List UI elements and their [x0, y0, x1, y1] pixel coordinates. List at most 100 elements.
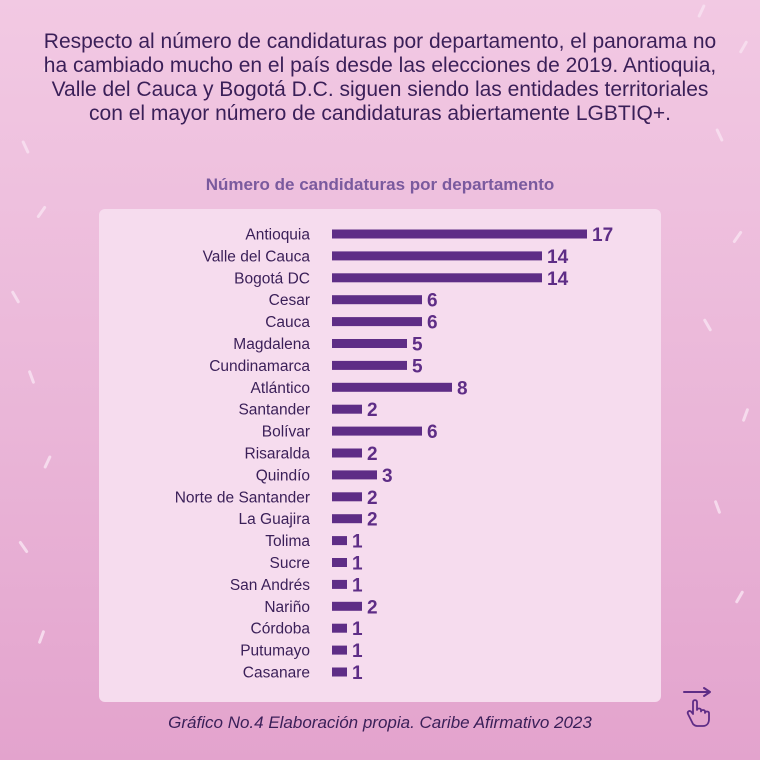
decorative-dash — [36, 205, 47, 219]
chart-title: Número de candidaturas por departamento — [205, 175, 555, 194]
bar — [332, 273, 542, 283]
bar-group: Quindío 3 — [256, 466, 393, 487]
bar-group: La Guajira 2 — [238, 510, 377, 531]
bar-group: Bogotá DC 14 — [234, 269, 568, 290]
value-label: 17 — [592, 225, 613, 246]
value-label: 1 — [352, 641, 363, 662]
category-label: Quindío — [256, 467, 310, 484]
intro-text: Respecto al número de candidaturas por d… — [43, 30, 717, 125]
decorative-dash — [734, 590, 745, 604]
bar — [332, 645, 347, 655]
decorative-dash — [732, 230, 743, 244]
hand-pointer-icon[interactable] — [680, 684, 716, 732]
figure-caption: Gráfico No.4 Elaboración propia. Caribe … — [168, 713, 592, 732]
value-label: 14 — [547, 247, 569, 268]
category-label: Sucre — [270, 555, 311, 572]
bar-group: Santander 2 — [238, 400, 377, 421]
value-label: 2 — [367, 488, 378, 509]
category-label: Cauca — [265, 314, 310, 331]
bar — [332, 382, 452, 392]
value-label: 1 — [352, 554, 363, 575]
decorative-dash — [18, 540, 29, 554]
value-label: 5 — [412, 335, 423, 356]
bar-group: Atlántico 8 — [251, 378, 468, 399]
bar — [332, 339, 407, 348]
category-label: Córdoba — [251, 621, 311, 638]
bar-chart: Antioquia 17 Valle del Cauca 14 Bogotá DC 14 C… — [175, 225, 613, 684]
bar-group: San Andrés 1 — [230, 575, 363, 596]
bar — [332, 514, 362, 524]
decorative-dash — [715, 128, 724, 142]
bar-group: Risaralda 2 — [245, 444, 378, 465]
bar — [332, 448, 362, 458]
bar-group: Casanare 1 — [243, 663, 363, 684]
category-label: Bolívar — [262, 424, 310, 441]
value-label: 6 — [427, 422, 438, 443]
bar — [332, 426, 422, 436]
bar — [332, 623, 347, 633]
bar — [332, 667, 347, 677]
category-label: Antioquia — [245, 227, 310, 244]
bar-group: Norte de Santander 2 — [175, 488, 378, 509]
decorative-dash — [738, 40, 749, 54]
chart-panel: Antioquia 17 Valle del Cauca 14 Bogotá DC 14 C… — [99, 209, 661, 702]
bar — [332, 317, 422, 327]
category-label: Risaralda — [245, 446, 311, 463]
decorative-dash — [741, 407, 750, 423]
decorative-dash — [10, 290, 21, 304]
decorative-dash — [702, 318, 713, 332]
value-label: 2 — [367, 400, 378, 421]
value-label: 1 — [352, 575, 363, 596]
category-label: Magdalena — [233, 336, 310, 353]
category-label: Santander — [238, 402, 310, 419]
bar-group: Valle del Cauca 14 — [203, 247, 569, 268]
bar-group: Putumayo 1 — [240, 641, 363, 662]
value-label: 8 — [457, 378, 468, 399]
category-label: Tolima — [265, 533, 310, 550]
category-label: Casanare — [243, 665, 310, 682]
category-label: Atlántico — [251, 380, 310, 397]
category-label: Cundinamarca — [209, 358, 310, 375]
bar-group: Nariño 2 — [264, 597, 377, 618]
value-label: 5 — [412, 356, 423, 377]
value-label: 2 — [367, 444, 378, 465]
decorative-dash — [21, 140, 30, 154]
bar-group: Magdalena 5 — [233, 335, 423, 356]
bar — [332, 360, 407, 370]
decorative-dash — [37, 629, 46, 645]
bar-group: Antioquia 17 — [245, 225, 613, 246]
category-label: Valle del Cauca — [203, 248, 311, 265]
category-label: Cesar — [269, 292, 310, 309]
value-label: 1 — [352, 619, 363, 640]
bar — [332, 229, 587, 239]
bar — [332, 251, 542, 261]
value-label: 14 — [547, 269, 569, 290]
bar-group: Bolívar 6 — [262, 422, 438, 443]
value-label: 1 — [352, 532, 363, 553]
bar-group: Sucre 1 — [270, 554, 364, 575]
decorative-dash — [713, 499, 722, 515]
bar — [332, 601, 362, 611]
value-label: 1 — [352, 663, 363, 684]
value-label: 2 — [367, 597, 378, 618]
bar — [332, 579, 347, 589]
category-label: Nariño — [264, 599, 310, 616]
category-label: San Andrés — [230, 577, 310, 594]
category-label: Putumayo — [240, 643, 310, 660]
category-label: Bogotá DC — [234, 270, 310, 287]
bar — [332, 295, 422, 305]
bar — [332, 558, 347, 567]
category-label: Norte de Santander — [175, 489, 310, 506]
value-label: 2 — [367, 510, 378, 531]
bar — [332, 536, 347, 546]
decorative-dash — [27, 369, 36, 385]
bar-group: Córdoba 1 — [251, 619, 363, 640]
bar-group: Tolima 1 — [265, 532, 363, 553]
decorative-dash — [697, 4, 706, 18]
value-label: 3 — [382, 466, 393, 487]
bar — [332, 492, 362, 502]
category-label: La Guajira — [238, 511, 310, 528]
value-label: 6 — [427, 291, 438, 312]
bar — [332, 404, 362, 414]
bar — [332, 470, 377, 480]
